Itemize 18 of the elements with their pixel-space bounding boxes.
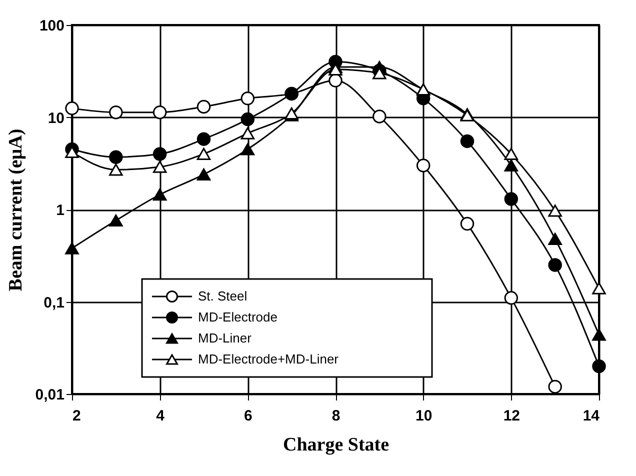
y-tick-label: 0,01 — [35, 386, 64, 404]
x-axis-title: Charge State — [282, 434, 390, 456]
legend-label: MD-Liner — [198, 330, 252, 346]
x-tick-label: 12 — [503, 408, 520, 424]
y-tick-label: 100 — [39, 18, 64, 34]
legend-label: St. Steel — [198, 288, 248, 304]
x-tick-label: 4 — [156, 408, 166, 424]
legend-label: MD-Electrode — [198, 310, 278, 324]
y-tick-label: 0,1 — [44, 294, 64, 312]
y-axis-title: Beam current (eμA) — [5, 128, 26, 292]
x-tick-label: 14 — [582, 408, 600, 424]
y-tick-label: 10 — [48, 110, 64, 127]
legend-label: MD-Electrode+MD-Liner — [198, 352, 340, 366]
y-tick-label: 1 — [56, 202, 64, 219]
x-tick-label: 2 — [72, 408, 81, 424]
x-tick-label: 10 — [415, 408, 432, 424]
x-tick-label: 8 — [332, 408, 340, 424]
x-tick-label: 6 — [244, 408, 252, 424]
